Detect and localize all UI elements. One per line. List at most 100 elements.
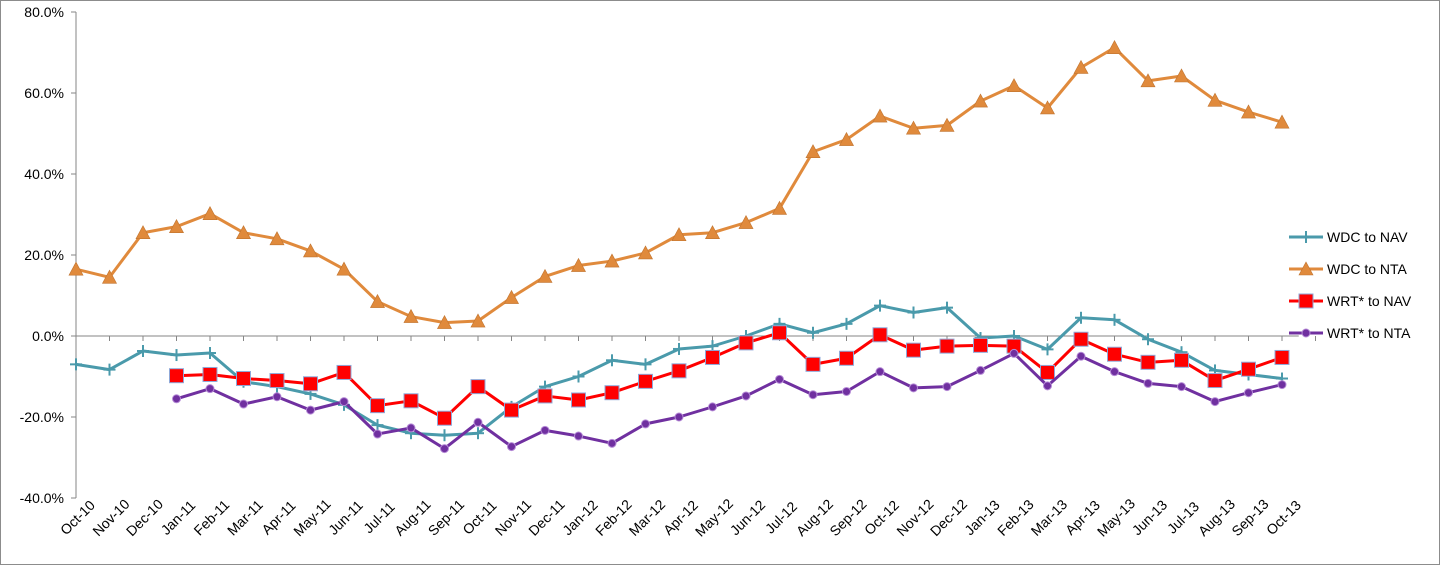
data-point-circle-marker [1076,351,1086,361]
data-point-square-marker [1207,373,1223,389]
data-point-plus-marker [170,349,183,362]
data-point-circle-marker [540,425,550,435]
data-point-triangle-marker [235,225,252,240]
data-point-triangle-marker [1039,100,1056,115]
data-point-square-marker [1073,331,1089,347]
x-tick-label: Nov-10 [89,496,132,539]
data-point-square-marker [236,371,251,387]
data-point-square-marker [269,373,285,389]
data-point-circle-marker [942,382,952,392]
legend-label: WDC to NTA [1327,261,1408,277]
data-point-plus-marker [874,299,886,312]
data-point-triangle-marker [302,243,319,258]
data-point-circle-marker [842,386,851,396]
data-point-circle-marker [239,399,248,409]
series-wrt-to-nta [172,348,1287,454]
data-point-triangle-marker [738,214,754,229]
data-point-triangle-marker [939,117,955,132]
data-point-circle-marker [272,392,282,402]
x-tick-label: Sep-12 [826,496,869,539]
series-line [176,351,1283,451]
data-point-circle-marker [976,365,985,375]
data-point-square-marker [805,356,821,372]
data-point-triangle-marker [1073,59,1089,74]
data-point-triangle-marker [805,144,821,159]
data-point-square-marker [1107,346,1122,362]
data-point-circle-marker [1009,348,1019,358]
legend-item: WRT* to NTA [1289,325,1411,341]
data-point-triangle-marker [972,93,989,108]
data-point-circle-marker [205,384,215,394]
data-point-circle-marker [1110,367,1119,377]
data-point-circle-marker [1043,381,1052,391]
x-tick-label: Aug-13 [1195,496,1238,539]
y-tick-label: 60.0% [24,85,64,101]
data-point-circle-marker [1210,397,1220,407]
data-point-plus-marker [941,301,953,314]
data-point-triangle-marker [637,245,654,260]
data-point-triangle-marker [202,206,218,220]
data-point-triangle-marker [537,268,553,283]
y-tick-label: 40.0% [24,166,64,182]
data-point-square-marker [839,350,854,366]
data-point-triangle-marker [68,261,84,276]
data-point-triangle-marker [1298,261,1314,276]
data-point-square-marker [202,366,218,382]
data-point-circle-marker [1277,380,1287,390]
data-point-circle-marker [373,429,382,439]
data-point-circle-marker [808,390,818,400]
data-point-triangle-marker [336,261,352,276]
data-point-square-marker [671,363,687,379]
series-line [176,331,1283,420]
data-point-circle-marker [674,412,684,422]
data-point-circle-marker [306,405,315,415]
x-tick-label: Dec-11 [525,496,568,539]
data-point-square-marker [604,385,620,401]
data-point-circle-marker [1244,388,1253,398]
data-point-triangle-marker [1140,73,1156,88]
x-tick-label: Feb-11 [190,496,232,538]
data-point-circle-marker [1143,378,1153,388]
data-point-triangle-marker [704,225,721,240]
data-point-circle-marker [641,419,650,429]
axes-layer: -40.0% -20.0% 0.0% 20.0% 40.0% 60.0% 80.0% Oct-… [20,4,1316,540]
legend-label: WDC to NAV [1327,229,1408,245]
data-point-square-marker [336,364,352,380]
data-point-circle-marker [741,391,751,401]
x-tick-label: Mar-12 [626,496,669,539]
data-point-plus-marker [572,370,585,383]
x-tick-label: May-11 [290,496,334,540]
y-tick-label: 80.0% [24,4,64,20]
data-point-circle-marker [607,438,617,448]
data-point-triangle-marker [369,293,386,308]
x-tick-label: Oct-13 [1263,497,1304,538]
x-tick-label: Feb-13 [994,496,1037,539]
data-point-plus-marker [70,358,82,371]
series-wdc-to-nta [68,40,1290,329]
x-tick-label: Mar-11 [224,496,266,538]
data-point-square-marker [638,373,653,389]
legend-label: WRT* to NAV [1327,293,1412,309]
data-point-square-marker [1241,361,1256,377]
data-point-plus-marker [371,419,384,432]
data-point-triangle-marker [905,120,922,135]
data-point-square-marker [303,376,318,392]
data-point-square-marker [537,388,553,404]
data-point-triangle-marker [1274,114,1290,129]
x-tick-label: Jan-12 [559,497,601,539]
data-point-circle-marker [708,402,717,412]
x-tick-label: Nov-11 [492,496,535,539]
legend-item: WRT* to NAV [1289,293,1412,309]
data-point-triangle-marker [872,108,888,123]
data-point-triangle-marker [503,289,520,304]
data-point-plus-marker [204,347,216,360]
legend-item: WDC to NTA [1289,261,1408,277]
data-point-plus-marker [1041,343,1054,356]
data-point-triangle-marker [570,257,587,272]
x-tick-label: Dec-10 [123,496,166,539]
data-point-plus-marker [639,358,652,371]
data-point-plus-marker [1108,313,1121,326]
x-tick-label: May-13 [1094,495,1138,539]
series-layer [68,40,1290,454]
